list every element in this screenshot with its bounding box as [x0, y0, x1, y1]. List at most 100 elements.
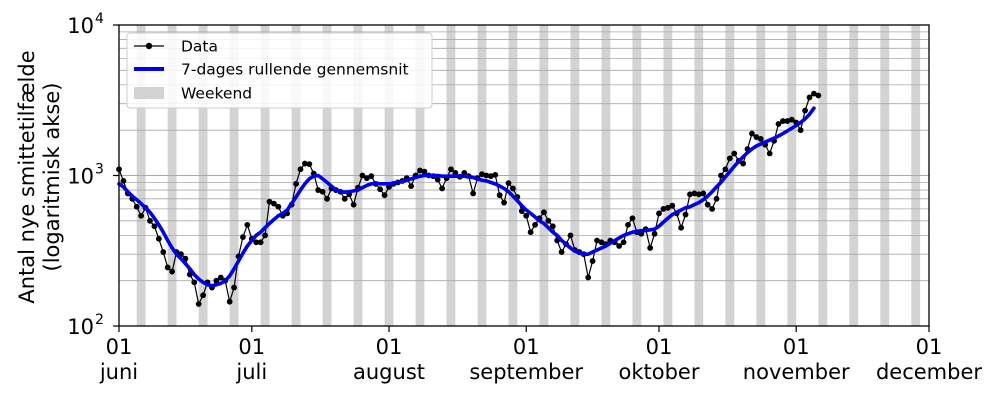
- data-point: [797, 127, 804, 134]
- y-tick-label: 10: [67, 14, 94, 38]
- x-tick-day: 01: [238, 335, 265, 359]
- data-point: [718, 172, 724, 179]
- data-point: [678, 224, 685, 231]
- legend: Data 7-dages rullende gennemsnit Weekend: [126, 32, 433, 109]
- x-tick-day: 01: [106, 335, 133, 359]
- legend-data-swatch-dot: [145, 42, 153, 50]
- data-point: [408, 183, 415, 190]
- data-point: [191, 279, 198, 286]
- data-point: [510, 185, 516, 192]
- data-point: [381, 192, 388, 199]
- data-point: [231, 284, 237, 291]
- data-point: [368, 173, 375, 180]
- data-point: [545, 217, 552, 224]
- y-tick-exponent: 3: [95, 162, 104, 178]
- data-point: [266, 198, 273, 205]
- data-point: [492, 171, 499, 178]
- x-tick-day: 01: [646, 335, 673, 359]
- data-point: [527, 229, 534, 236]
- data-point: [669, 202, 676, 209]
- data-point: [620, 239, 627, 246]
- legend-label-data: Data: [181, 38, 218, 56]
- data-point: [598, 239, 605, 246]
- x-tick-day: 01: [916, 335, 943, 359]
- x-tick-month: november: [743, 360, 850, 384]
- data-point: [709, 205, 716, 212]
- data-point: [434, 176, 441, 183]
- data-point: [700, 190, 707, 197]
- data-point: [169, 268, 176, 275]
- data-point: [271, 200, 277, 207]
- data-point: [616, 243, 623, 249]
- y-axis-title-line2: (logaritmisk akse): [40, 83, 64, 272]
- y-axis-title-line1: Antal nye smittetilfælde: [15, 50, 39, 303]
- data-point: [775, 121, 782, 127]
- data-point: [195, 301, 202, 307]
- data-point: [585, 274, 592, 281]
- data-point: [315, 187, 322, 193]
- data-point: [753, 134, 760, 140]
- data-point: [629, 215, 636, 222]
- data-point: [541, 209, 547, 216]
- data-point: [164, 264, 171, 271]
- data-point: [651, 230, 658, 237]
- data-point: [518, 208, 525, 215]
- data-point: [788, 116, 795, 123]
- data-point: [200, 292, 207, 299]
- data-point: [417, 167, 423, 174]
- x-tick-month: september: [469, 360, 583, 384]
- data-point: [487, 173, 494, 180]
- legend-label-average: 7-dages rullende gennemsnit: [181, 61, 409, 79]
- data-point: [722, 166, 729, 173]
- data-point: [523, 212, 530, 219]
- rolling-average-line: [117, 106, 816, 288]
- y-tick-label: 10: [67, 165, 94, 189]
- data-point: [558, 249, 565, 255]
- data-point: [594, 237, 600, 244]
- data-point: [479, 171, 485, 178]
- data-point: [439, 185, 446, 192]
- data-point: [324, 195, 330, 202]
- x-tick-month: juli: [235, 360, 267, 384]
- data-point: [275, 203, 282, 210]
- x-tick-month: december: [876, 360, 982, 384]
- data-point: [682, 211, 689, 218]
- data-point: [319, 188, 326, 195]
- data-point: [567, 232, 574, 239]
- data-point: [257, 239, 264, 246]
- data-point: [532, 221, 538, 228]
- data-point: [505, 180, 512, 187]
- data-point: [160, 249, 167, 255]
- data-point: [226, 298, 233, 305]
- data-point: [350, 201, 357, 208]
- data-point: [377, 186, 384, 193]
- data-point: [625, 221, 631, 228]
- data-point: [740, 160, 746, 167]
- data-point: [647, 245, 654, 251]
- data-point: [448, 166, 454, 173]
- legend-box: [126, 32, 433, 109]
- data-point: [656, 210, 662, 217]
- data-point: [802, 107, 808, 114]
- x-axis: 01juni01juli01august01september01oktober…: [99, 326, 982, 384]
- data-point: [138, 212, 145, 219]
- data-point: [589, 258, 596, 264]
- data-point: [470, 190, 476, 197]
- y-tick-exponent: 2: [95, 312, 104, 328]
- x-tick-day: 01: [783, 335, 810, 359]
- data-point: [780, 118, 786, 124]
- data-point: [726, 155, 733, 162]
- data-point: [133, 203, 140, 210]
- data-point: [253, 239, 260, 246]
- x-tick-month: oktober: [619, 360, 700, 384]
- y-tick-label: 10: [67, 315, 94, 339]
- legend-label-weekend: Weekend: [181, 85, 252, 103]
- data-point: [660, 205, 667, 212]
- data-point: [691, 190, 698, 197]
- data-point: [501, 199, 507, 206]
- data-point: [757, 136, 764, 142]
- data-point: [687, 191, 693, 198]
- data-point: [713, 195, 720, 202]
